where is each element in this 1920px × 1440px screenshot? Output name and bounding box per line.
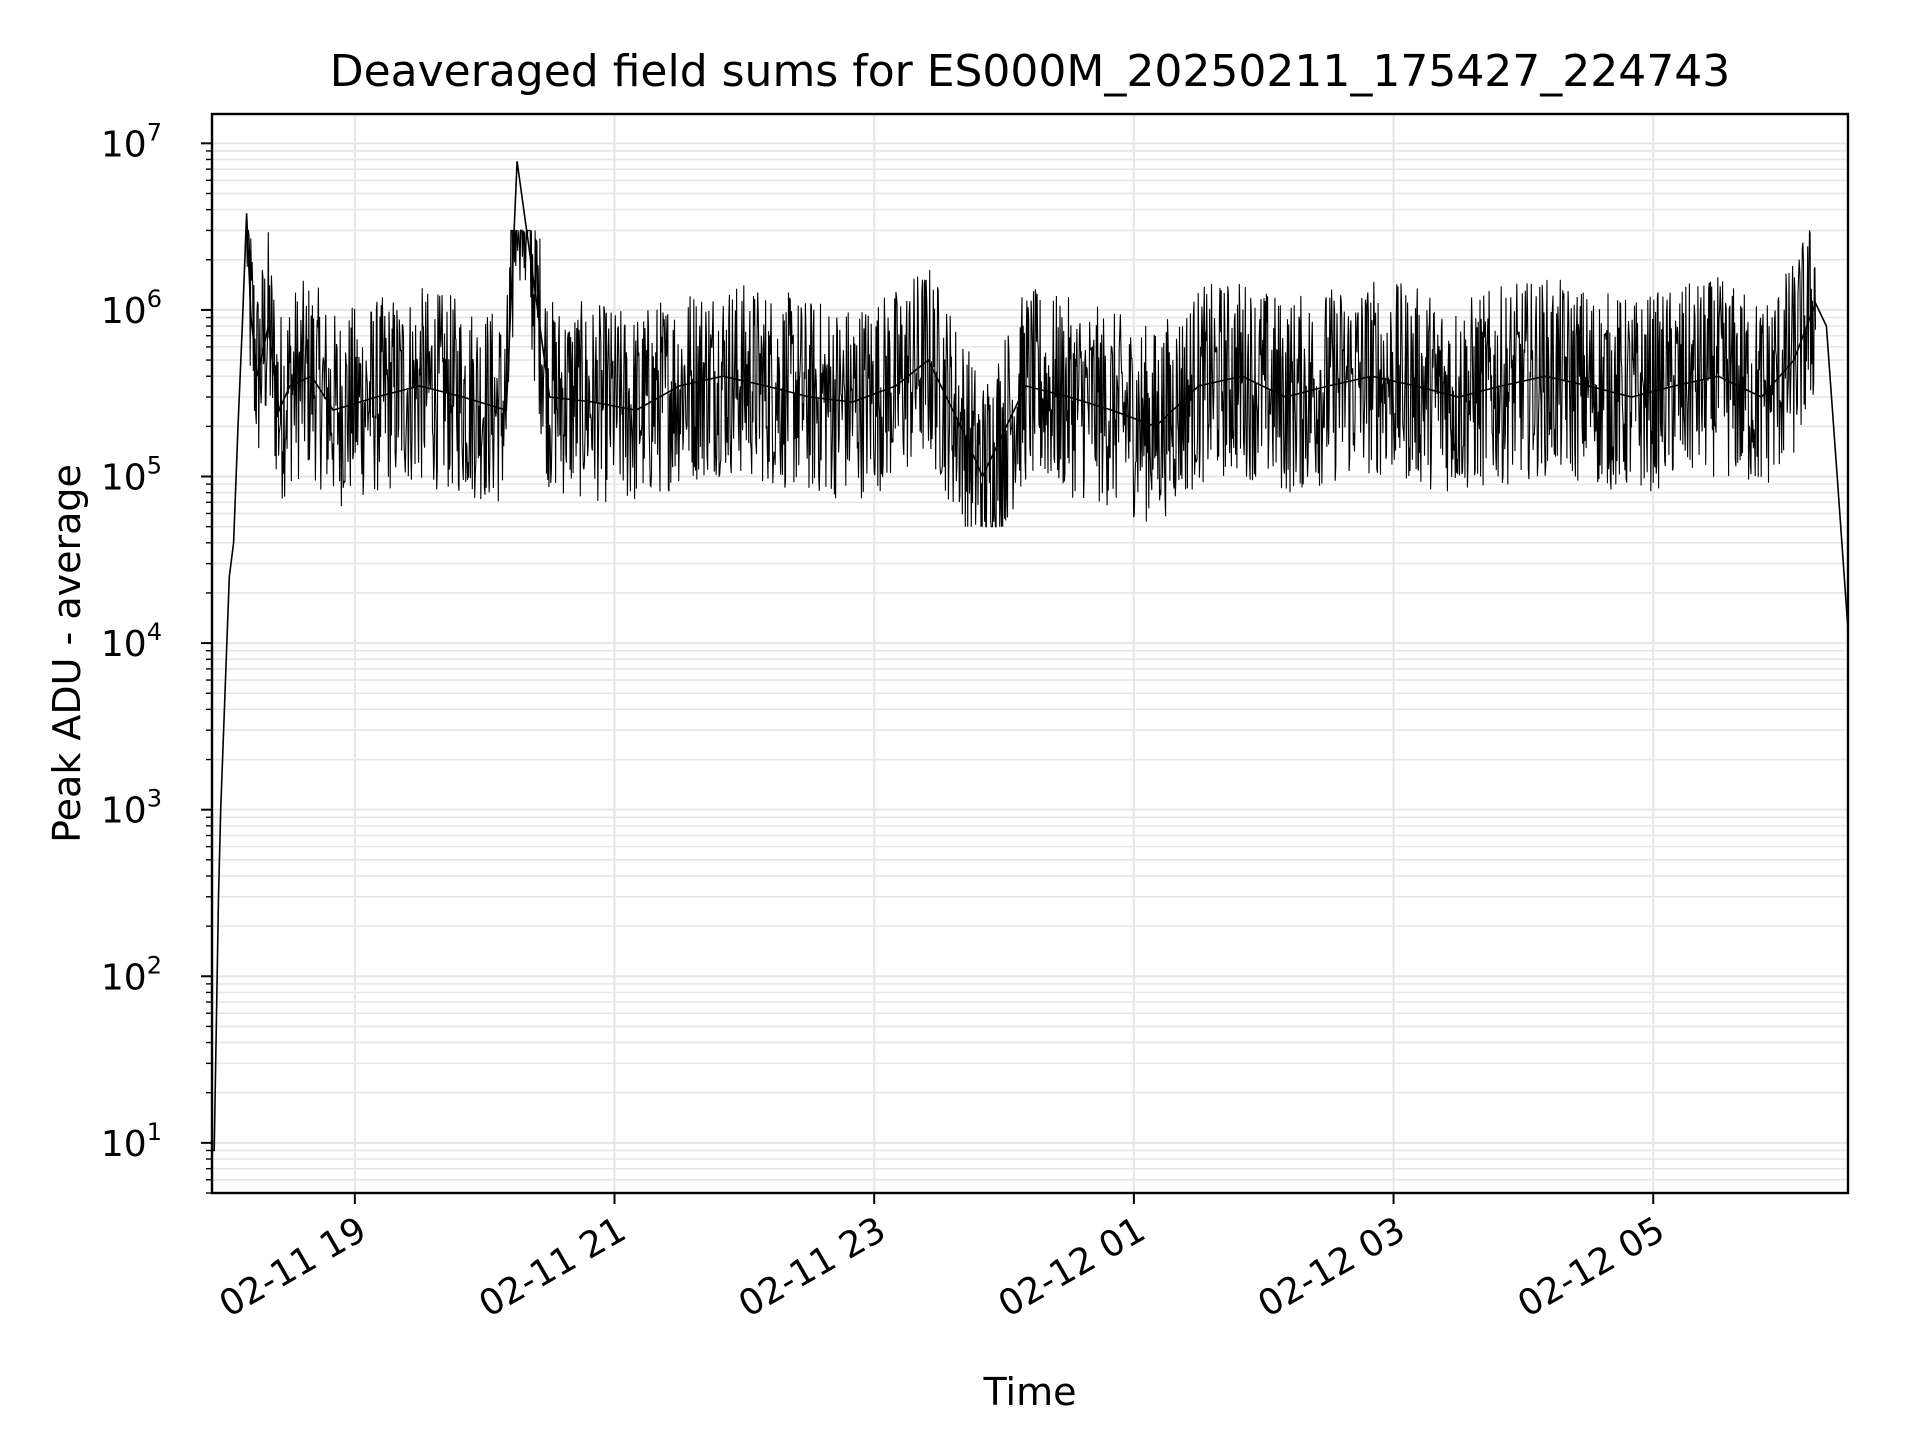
- y-tick-label: 103: [101, 785, 162, 832]
- y-tick-label: 105: [101, 452, 162, 499]
- x-tick-label: 02-12 05: [1511, 1209, 1672, 1325]
- y-axis-label: Peak ADU - average: [45, 464, 89, 843]
- x-tick-label: 02-11 19: [213, 1209, 374, 1325]
- x-tick-label: 02-12 03: [1251, 1209, 1412, 1325]
- y-tick-label: 106: [101, 285, 162, 332]
- y-tick-label: 104: [101, 618, 162, 665]
- grid: [212, 114, 1848, 1194]
- x-tick-label: 02-11 23: [732, 1209, 893, 1325]
- chart-title: Deaveraged field sums for ES000M_2025021…: [330, 46, 1731, 97]
- y-tick-label: 107: [101, 118, 162, 165]
- x-axis-label: Time: [983, 1370, 1077, 1414]
- y-tick-label: 101: [101, 1118, 162, 1165]
- x-tick-label: 02-11 21: [472, 1209, 633, 1325]
- plot-frame: [210, 112, 1850, 1195]
- ticks: 101 102 103 104 105 106 107 02-11 19 02-11 21 02-…: [101, 118, 1672, 1325]
- series-layer: [212, 161, 1849, 1152]
- x-tick-label: 02-12 01: [992, 1209, 1153, 1325]
- y-tick-label: 102: [101, 951, 162, 998]
- series-noise-texture: [246, 228, 1817, 528]
